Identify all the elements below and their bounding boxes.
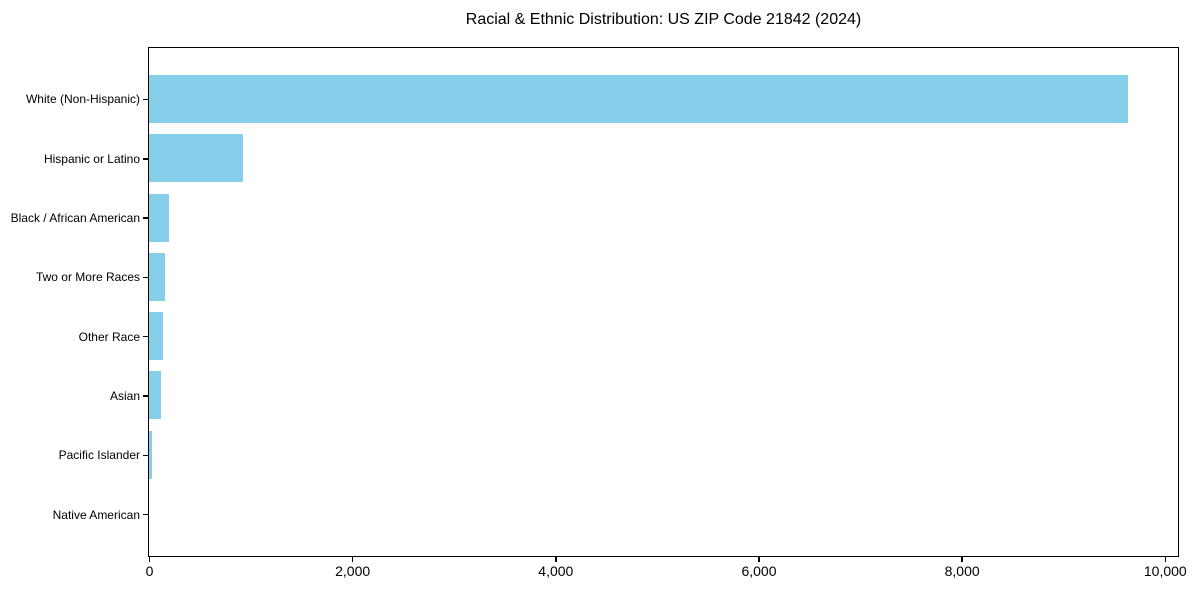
y-tick-mark [143, 395, 148, 397]
y-tick-label: Black / African American [10, 211, 140, 226]
chart-title: Racial & Ethnic Distribution: US ZIP Cod… [465, 11, 862, 28]
y-tick-mark [143, 217, 148, 219]
x-tick-mark [758, 557, 760, 562]
x-tick-mark [148, 557, 151, 562]
x-tick-mark [351, 557, 354, 562]
y-tick-label: Hispanic or Latino [43, 151, 140, 166]
x-tick-mark [961, 557, 963, 562]
y-tick-label: Other Race [78, 329, 140, 344]
x-tick-mark [555, 557, 557, 562]
x-tick-mark [1164, 557, 1167, 562]
y-tick-mark [143, 98, 148, 101]
x-tick-label: 4,000 [538, 563, 574, 579]
y-tick-label: Pacific Islander [58, 448, 140, 463]
y-tick-label: Native American [52, 507, 140, 522]
category-bar [149, 74, 1129, 123]
y-tick-mark [143, 158, 148, 160]
y-tick-label: Asian [109, 388, 140, 403]
category-bar [149, 371, 162, 420]
x-tick-label: 6,000 [741, 563, 777, 579]
y-tick-mark [143, 335, 148, 338]
category-bar [149, 252, 165, 301]
x-tick-label: 0 [145, 563, 154, 579]
x-tick-label: 8,000 [944, 563, 980, 579]
y-tick-mark [143, 454, 148, 456]
plot-area [148, 47, 1179, 557]
y-tick-mark [143, 276, 148, 279]
x-tick-label: 10,000 [1143, 563, 1187, 579]
y-tick-mark [143, 513, 148, 516]
category-bar [149, 193, 170, 242]
x-tick-label: 2,000 [335, 563, 371, 579]
category-bar [149, 430, 153, 479]
category-bar [149, 312, 164, 361]
y-tick-label: Two or More Races [35, 270, 140, 285]
y-tick-label: White (Non-Hispanic) [25, 92, 140, 107]
category-bar [149, 134, 244, 183]
